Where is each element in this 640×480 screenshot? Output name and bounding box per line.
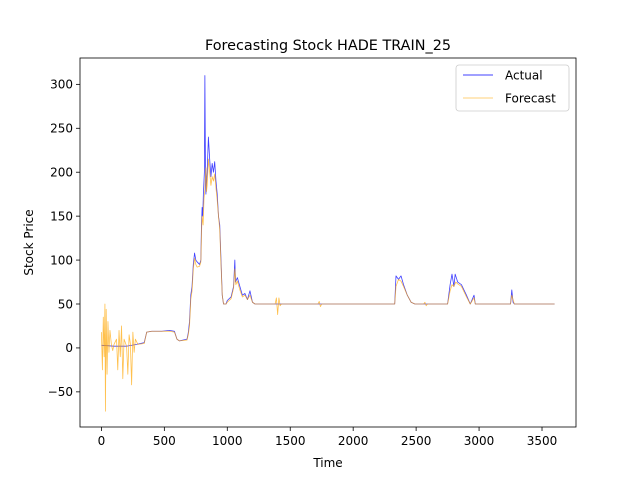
y-tick-label: 250: [50, 122, 73, 136]
x-tick-label: 1500: [275, 434, 306, 448]
chart-title: Forecasting Stock HADE TRAIN_25: [205, 38, 451, 54]
y-tick-label: 0: [65, 341, 73, 355]
legend: Actual Forecast: [455, 64, 570, 112]
series-line-forecast: [101, 158, 555, 412]
axes-background: [80, 58, 576, 427]
y-tick-label: 100: [50, 253, 73, 267]
x-tick-label: 2500: [401, 434, 432, 448]
legend-box: [455, 64, 570, 112]
y-tick-label: 300: [50, 78, 73, 92]
legend-label-forecast: Forecast: [505, 92, 556, 106]
x-tick-label: 2000: [338, 434, 369, 448]
y-axis: −50 0 50 100 150 200 250 300: [48, 78, 80, 399]
y-tick-label: 200: [50, 166, 73, 180]
y-tick-label: −50: [48, 385, 73, 399]
legend-label-actual: Actual: [505, 69, 543, 83]
y-axis-label: Stock Price: [22, 209, 36, 275]
axes-frame: [79, 57, 577, 428]
x-tick-label: 3500: [527, 434, 558, 448]
x-tick-label: 500: [153, 434, 176, 448]
series-layer: [101, 75, 555, 412]
y-tick-label: 150: [50, 209, 73, 223]
x-axis: 0 500 1000 1500 2000 2500 3000 3500: [98, 427, 558, 448]
x-tick-label: 1000: [212, 434, 243, 448]
x-tick-label: 3000: [464, 434, 495, 448]
plot-area: [79, 57, 577, 428]
x-tick-label: 0: [98, 434, 106, 448]
x-axis-label: Time: [312, 456, 342, 470]
y-tick-label: 50: [58, 297, 73, 311]
